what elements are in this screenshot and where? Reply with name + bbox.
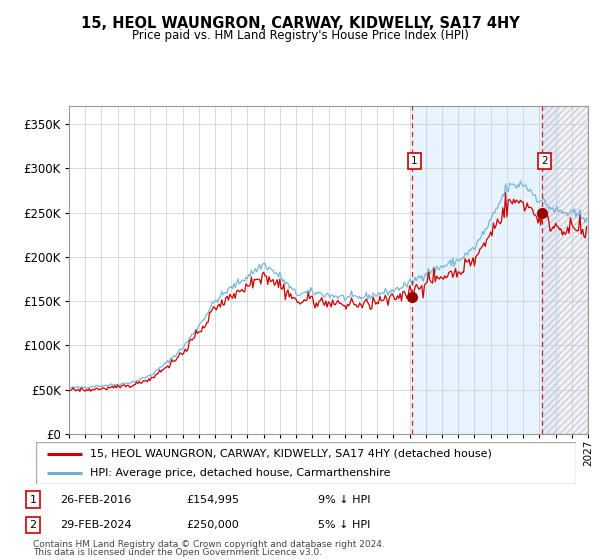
Text: 1: 1: [411, 156, 418, 166]
Text: 15, HEOL WAUNGRON, CARWAY, KIDWELLY, SA17 4HY: 15, HEOL WAUNGRON, CARWAY, KIDWELLY, SA1…: [80, 16, 520, 31]
Text: 15, HEOL WAUNGRON, CARWAY, KIDWELLY, SA17 4HY (detached house): 15, HEOL WAUNGRON, CARWAY, KIDWELLY, SA1…: [90, 449, 492, 459]
Text: 26-FEB-2016: 26-FEB-2016: [60, 494, 131, 505]
Text: This data is licensed under the Open Government Licence v3.0.: This data is licensed under the Open Gov…: [33, 548, 322, 557]
Bar: [412, 106, 560, 434]
Text: 1: 1: [29, 494, 37, 505]
Text: 2: 2: [541, 156, 548, 166]
Text: HPI: Average price, detached house, Carmarthenshire: HPI: Average price, detached house, Carm…: [90, 468, 391, 478]
Bar: [542, 106, 588, 434]
FancyBboxPatch shape: [36, 442, 576, 484]
Text: Price paid vs. HM Land Registry's House Price Index (HPI): Price paid vs. HM Land Registry's House …: [131, 29, 469, 42]
Text: 2: 2: [29, 520, 37, 530]
Text: 9% ↓ HPI: 9% ↓ HPI: [318, 494, 371, 505]
Text: 5% ↓ HPI: 5% ↓ HPI: [318, 520, 370, 530]
Text: Contains HM Land Registry data © Crown copyright and database right 2024.: Contains HM Land Registry data © Crown c…: [33, 540, 385, 549]
Text: £250,000: £250,000: [186, 520, 239, 530]
Bar: [542, 106, 588, 434]
Text: 29-FEB-2024: 29-FEB-2024: [60, 520, 131, 530]
Text: £154,995: £154,995: [186, 494, 239, 505]
